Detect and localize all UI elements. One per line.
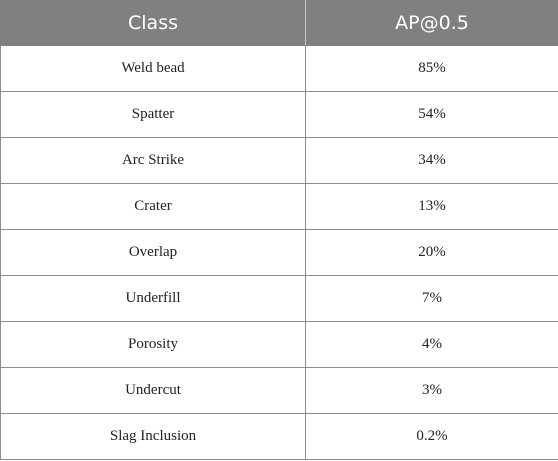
table-row: Weld bead 85% bbox=[0, 45, 558, 92]
column-header-class: Class bbox=[0, 0, 306, 46]
class-cell: Undercut bbox=[0, 367, 306, 414]
table-row: Overlap 20% bbox=[0, 229, 558, 276]
ap-cell: 4% bbox=[305, 321, 558, 368]
class-cell: Spatter bbox=[0, 91, 306, 138]
ap-cell: 13% bbox=[305, 183, 558, 230]
class-cell: Weld bead bbox=[0, 45, 306, 92]
table-row: Arc Strike 34% bbox=[0, 137, 558, 184]
table-row: Crater 13% bbox=[0, 183, 558, 230]
class-cell: Slag Inclusion bbox=[0, 413, 306, 460]
class-cell: Underfill bbox=[0, 275, 306, 322]
table-body: Weld bead 85% Spatter 54% Arc Strike 34%… bbox=[0, 45, 558, 460]
header-row: Class AP@0.5 bbox=[0, 0, 558, 46]
table-header: Class AP@0.5 bbox=[0, 0, 558, 46]
table-row: Undercut 3% bbox=[0, 367, 558, 414]
ap-cell: 0.2% bbox=[305, 413, 558, 460]
ap-cell: 7% bbox=[305, 275, 558, 322]
ap-cell: 85% bbox=[305, 45, 558, 92]
column-header-ap: AP@0.5 bbox=[305, 0, 558, 46]
ap-cell: 54% bbox=[305, 91, 558, 138]
ap-cell: 3% bbox=[305, 367, 558, 414]
class-cell: Overlap bbox=[0, 229, 306, 276]
class-cell: Crater bbox=[0, 183, 306, 230]
class-cell: Porosity bbox=[0, 321, 306, 368]
class-cell: Arc Strike bbox=[0, 137, 306, 184]
table-row: Spatter 54% bbox=[0, 91, 558, 138]
table-row: Slag Inclusion 0.2% bbox=[0, 413, 558, 460]
ap-cell: 34% bbox=[305, 137, 558, 184]
table-row: Porosity 4% bbox=[0, 321, 558, 368]
ap-cell: 20% bbox=[305, 229, 558, 276]
table-row: Underfill 7% bbox=[0, 275, 558, 322]
